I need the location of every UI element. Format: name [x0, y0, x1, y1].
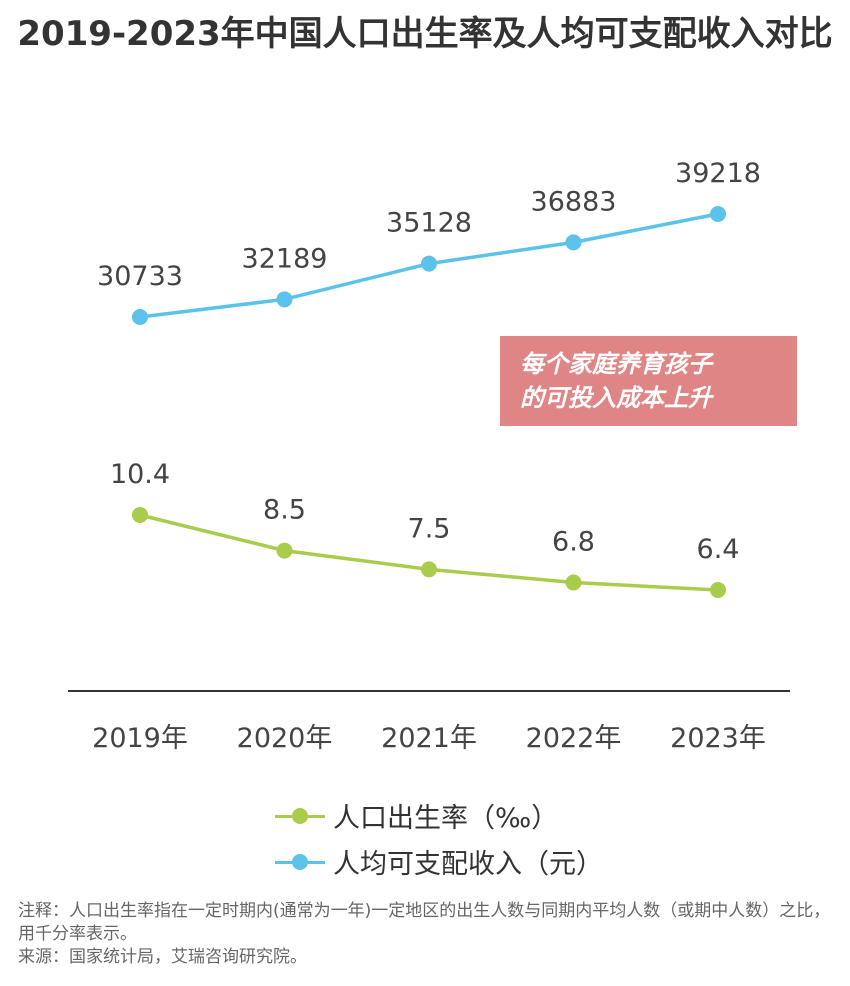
footnote: 注释：人口出生率指在一定时期内(通常为一年)一定地区的出生人数与同期内平均人数（…	[18, 900, 838, 969]
annotation-line-1: 每个家庭养育孩子	[520, 350, 712, 378]
footnote-note: 注释：人口出生率指在一定时期内(通常为一年)一定地区的出生人数与同期内平均人数（…	[18, 901, 831, 944]
data-point	[132, 507, 148, 523]
chart-title: 2019-2023年中国人口出生率及人均可支配收入对比	[17, 14, 833, 54]
x-tick-label: 2019年	[92, 723, 188, 754]
legend-label: 人均可支配收入（元）	[333, 849, 603, 880]
data-label: 10.4	[110, 459, 170, 490]
x-tick-label: 2023年	[670, 723, 766, 754]
data-point	[276, 291, 293, 308]
footnote-source: 来源：国家统计局，艾瑞咨询研究院。	[18, 947, 307, 967]
data-point	[565, 574, 582, 591]
data-label: 7.5	[408, 513, 451, 544]
legend-label: 人口出生率（‰）	[333, 803, 559, 834]
data-point	[132, 309, 148, 325]
annotation-line-2: 的可投入成本上升	[520, 384, 712, 412]
x-tick-label: 2020年	[237, 723, 333, 754]
x-tick-label: 2021年	[381, 723, 477, 754]
data-point	[276, 542, 293, 559]
data-point	[421, 561, 437, 578]
legend-swatch-birth-rate	[275, 806, 325, 826]
data-label: 35128	[386, 208, 472, 239]
legend-item-income: 人均可支配收入（元）	[275, 842, 603, 881]
data-point	[421, 255, 437, 272]
legend-swatch-income	[275, 852, 325, 872]
legend-item-birth-rate: 人口出生率（‰）	[275, 796, 558, 835]
data-label: 39218	[675, 158, 761, 189]
data-label: 6.8	[552, 527, 595, 558]
annotation-box: 每个家庭养育孩子 的可投入成本上升	[500, 336, 797, 426]
data-label: 36883	[531, 186, 617, 217]
x-tick-label: 2022年	[526, 723, 622, 754]
data-label: 6.4	[697, 534, 740, 565]
data-label: 30733	[97, 261, 183, 292]
data-point	[710, 582, 726, 598]
data-label: 32189	[242, 243, 328, 274]
data-label: 8.5	[263, 495, 306, 526]
data-point	[710, 205, 726, 222]
data-point	[565, 234, 582, 251]
